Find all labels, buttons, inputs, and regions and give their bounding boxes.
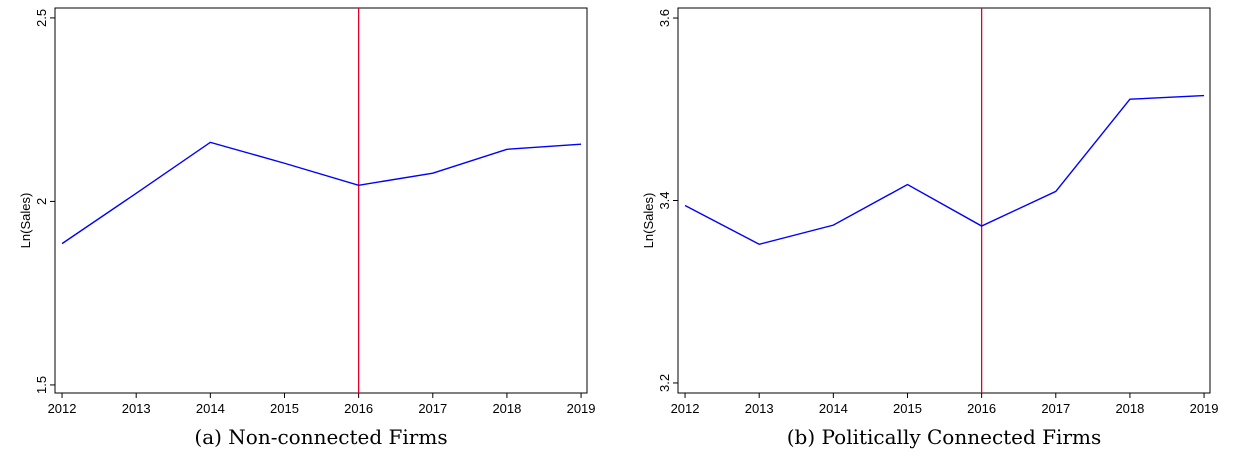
x-tick-label: 2016 [967, 401, 996, 416]
caption: (a) Non-connected Firms [194, 425, 447, 449]
y-tick-label: 1.5 [34, 376, 49, 394]
y-tick-label: 2.5 [34, 9, 49, 27]
x-tick-label: 2012 [671, 401, 700, 416]
x-tick-label: 2013 [122, 401, 151, 416]
x-tick-label: 2014 [819, 401, 848, 416]
y-tick-label: 3.2 [657, 374, 672, 392]
x-tick-label: 2016 [344, 401, 373, 416]
line-series [61, 141, 582, 245]
x-tick-label: 2013 [745, 401, 774, 416]
y-axis-label: Ln(Sales) [641, 193, 656, 249]
caption: (b) Politically Connected Firms [787, 425, 1102, 449]
y-tick-label: 3.6 [657, 9, 672, 27]
y-axis-label: Ln(Sales) [18, 193, 33, 249]
x-tick-label: 2015 [893, 401, 922, 416]
x-tick-label: 2018 [1115, 401, 1144, 416]
plot-frame [677, 7, 1211, 394]
plot-frame [54, 7, 588, 394]
x-tick-label: 2019 [1190, 401, 1219, 416]
line-series [684, 94, 1205, 246]
x-tick-label: 2015 [270, 401, 299, 416]
x-tick-label: 2017 [418, 401, 447, 416]
x-tick-label: 2017 [1041, 401, 1070, 416]
y-tick-label: 3.4 [657, 191, 672, 209]
x-tick-label: 2019 [567, 401, 596, 416]
x-tick-label: 2014 [196, 401, 225, 416]
x-tick-label: 2012 [48, 401, 77, 416]
x-tick-label: 2018 [492, 401, 521, 416]
y-tick-label: 2 [34, 198, 49, 205]
